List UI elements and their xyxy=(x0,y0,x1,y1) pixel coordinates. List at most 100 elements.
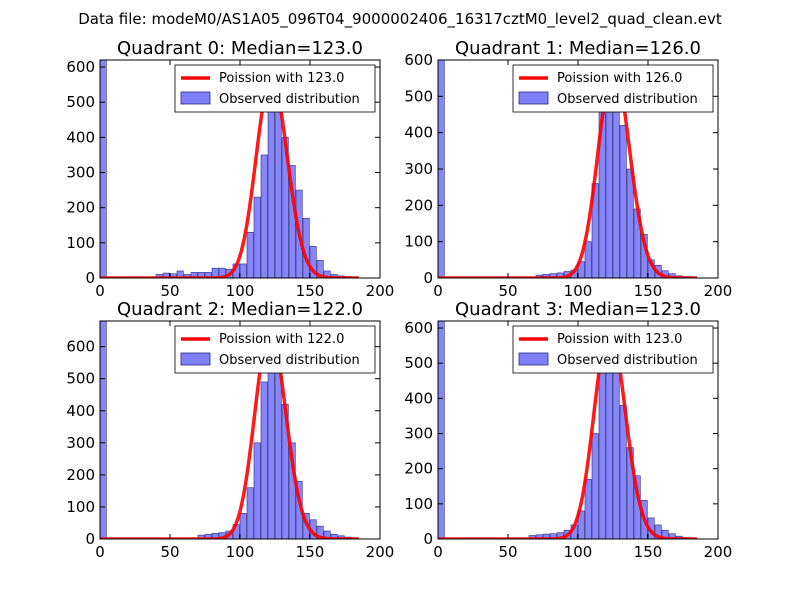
x-tick-label: 0 xyxy=(433,543,443,561)
y-tick-label: 100 xyxy=(66,234,95,252)
x-tick-label: 50 xyxy=(498,543,517,561)
legend-label-fit: Poission with 122.0 xyxy=(219,332,344,347)
legend-label-observed: Observed distribution xyxy=(557,353,698,368)
histogram-bar xyxy=(626,168,634,278)
histogram-bar xyxy=(218,267,226,278)
panel-title: Quadrant 3: Median=123.0 xyxy=(455,299,701,320)
histogram-bar xyxy=(668,533,676,539)
y-tick-label: 500 xyxy=(404,354,433,372)
chart-panel-0: 0 50 100 150 200 0 100 200 300 400 500 600 Quadrant … xyxy=(66,38,394,300)
poisson-fit-line xyxy=(100,75,360,278)
histogram-bar xyxy=(239,513,247,539)
histogram-bar xyxy=(542,274,550,278)
histogram-bar xyxy=(260,154,268,278)
y-tick-label: 0 xyxy=(85,530,95,548)
histogram-bar xyxy=(100,321,107,539)
histogram-bar xyxy=(528,535,536,539)
legend-bar-swatch xyxy=(518,352,549,366)
histogram-bar xyxy=(197,272,205,278)
chart-panel-3: 0 50 100 150 200 0 100 200 300 400 500 600 Quadrant … xyxy=(404,299,732,561)
histogram-bar xyxy=(591,433,599,539)
histogram-bar xyxy=(619,125,627,278)
histogram-bar xyxy=(549,533,557,539)
x-tick-label: 50 xyxy=(498,282,517,300)
histogram-bar xyxy=(253,442,261,539)
y-tick-label: 400 xyxy=(66,128,95,146)
histogram-bar xyxy=(549,273,557,278)
legend-label-fit: Poission with 123.0 xyxy=(219,71,344,86)
histogram-bar xyxy=(162,272,170,278)
legend-label-observed: Observed distribution xyxy=(219,353,360,368)
histogram-bar xyxy=(612,355,620,539)
x-tick-label: 100 xyxy=(564,543,593,561)
panels: 0 50 100 150 2000100200300400500600Quadrant … xyxy=(66,38,732,561)
histogram-bar xyxy=(323,270,331,278)
histogram-bar xyxy=(274,108,282,278)
y-tick-label: 600 xyxy=(66,338,95,356)
histogram-bar xyxy=(100,60,107,278)
histogram-bar xyxy=(577,510,585,539)
y-tick-label: 200 xyxy=(66,466,95,484)
x-tick-label: 100 xyxy=(564,282,593,300)
histogram-bar xyxy=(246,487,254,539)
y-tick-label: 600 xyxy=(404,51,433,69)
legend-bar-swatch xyxy=(180,91,211,105)
x-tick-label: 0 xyxy=(95,543,105,561)
legend-label-observed: Observed distribution xyxy=(219,92,360,107)
plot-content xyxy=(100,321,360,539)
histogram-bar xyxy=(253,196,261,278)
legend-bar-swatch xyxy=(518,91,549,105)
histogram-bar xyxy=(654,524,662,539)
plot-content xyxy=(438,321,698,539)
x-tick-label: 0 xyxy=(95,282,105,300)
histogram-bar xyxy=(260,381,268,539)
histogram-bar xyxy=(584,478,592,539)
chart-panel-1: 0 50 100 150 200 0 100 200 300 400 500 600 Quadrant … xyxy=(404,38,732,300)
y-tick-label: 300 xyxy=(404,160,433,178)
legend-bar-swatch xyxy=(180,352,211,366)
legend-box xyxy=(512,64,714,113)
histogram-bar xyxy=(309,246,317,278)
legend-label-observed: Observed distribution xyxy=(557,92,698,107)
y-tick-label: 0 xyxy=(423,269,433,287)
histogram-bar xyxy=(239,263,247,278)
histogram-bar xyxy=(204,272,212,278)
y-tick-label: 200 xyxy=(404,196,433,214)
x-tick-label: 50 xyxy=(160,543,179,561)
x-tick-label: 150 xyxy=(296,282,325,300)
x-tick-label: 200 xyxy=(704,282,733,300)
histogram-bar xyxy=(197,534,205,539)
poisson-fit-line xyxy=(438,326,698,539)
y-tick-label: 500 xyxy=(66,93,95,111)
x-tick-label: 200 xyxy=(366,282,395,300)
plot-content xyxy=(100,60,360,278)
histogram-bar xyxy=(190,272,198,278)
histogram-bar xyxy=(584,241,592,278)
x-tick-label: 0 xyxy=(433,282,443,300)
x-tick-label: 150 xyxy=(296,543,325,561)
x-tick-label: 200 xyxy=(366,543,395,561)
x-tick-label: 50 xyxy=(160,282,179,300)
y-tick-label: 200 xyxy=(66,199,95,217)
y-tick-label: 0 xyxy=(423,530,433,548)
panel-title: Quadrant 1: Median=126.0 xyxy=(455,38,701,59)
chart-panel-2: 0 50 100 150 200 0 100 200 300 400 500 600 Quadrant … xyxy=(66,299,394,561)
y-tick-label: 100 xyxy=(404,495,433,513)
y-tick-label: 400 xyxy=(404,389,433,407)
histogram-bar xyxy=(176,270,184,278)
x-tick-label: 100 xyxy=(226,543,255,561)
figure-suptitle: Data file: modeM0/AS1A05_096T04_90000024… xyxy=(78,10,722,29)
histogram-bar xyxy=(246,231,254,278)
histogram-bar xyxy=(211,532,219,539)
y-tick-label: 400 xyxy=(66,402,95,420)
x-tick-label: 100 xyxy=(226,282,255,300)
x-tick-label: 150 xyxy=(634,282,663,300)
y-tick-label: 600 xyxy=(66,58,95,76)
y-tick-label: 200 xyxy=(404,460,433,478)
y-tick-label: 500 xyxy=(66,370,95,388)
legend-label-fit: Poission with 123.0 xyxy=(557,332,682,347)
y-tick-label: 300 xyxy=(66,164,95,182)
histogram-bar xyxy=(598,355,606,539)
legend-label-fit: Poission with 126.0 xyxy=(557,71,682,86)
